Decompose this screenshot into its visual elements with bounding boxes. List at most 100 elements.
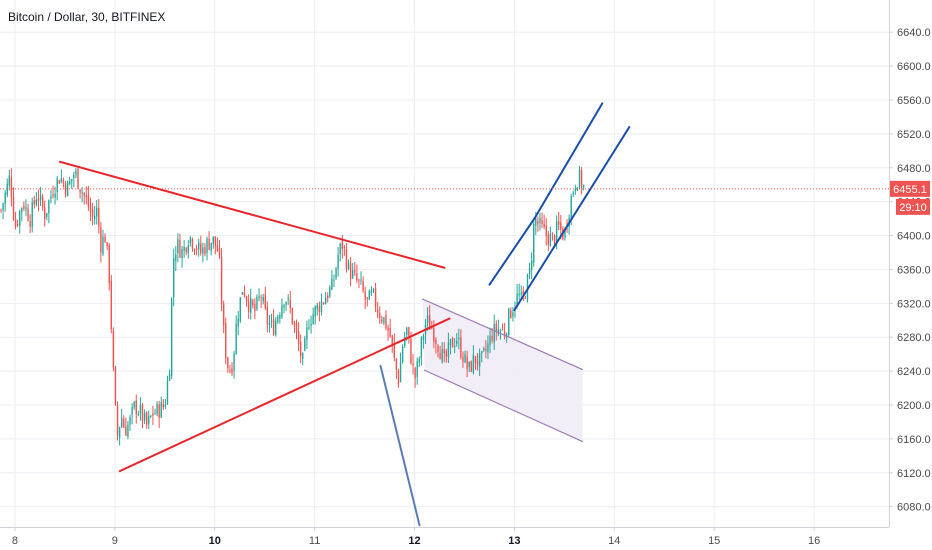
candle-body bbox=[272, 319, 275, 335]
candle-body bbox=[572, 192, 574, 195]
last-price-label: 6455.1 bbox=[893, 184, 927, 196]
candle-body bbox=[314, 306, 316, 317]
candle-body bbox=[245, 296, 248, 302]
candle-body bbox=[472, 354, 475, 373]
candle-body bbox=[54, 193, 56, 198]
triangle-upper-line bbox=[58, 160, 446, 269]
candle-body bbox=[243, 291, 246, 297]
candle-body bbox=[539, 217, 541, 224]
y-tick-label: 6600.0 bbox=[897, 61, 931, 73]
candle-body bbox=[222, 304, 225, 326]
candle-body bbox=[578, 169, 581, 188]
candle-body bbox=[304, 338, 306, 351]
countdown-badge bbox=[896, 198, 930, 215]
candle-body bbox=[71, 179, 73, 182]
candle-body bbox=[412, 363, 414, 366]
candle-body bbox=[418, 358, 420, 363]
candle-body bbox=[108, 245, 110, 284]
candle-body bbox=[85, 195, 88, 198]
candle-body bbox=[399, 362, 402, 383]
candle-body bbox=[385, 314, 387, 329]
candle-body bbox=[287, 298, 289, 300]
candle-body bbox=[372, 289, 375, 291]
candle-body bbox=[445, 351, 448, 357]
candle-body bbox=[558, 221, 560, 225]
candle-body bbox=[56, 178, 58, 192]
candle-body bbox=[362, 280, 364, 292]
candle-body bbox=[387, 327, 389, 331]
candle-body bbox=[491, 336, 493, 341]
candle-body bbox=[229, 370, 231, 372]
y-tick-label: 6360.0 bbox=[897, 264, 931, 276]
candle-body bbox=[420, 337, 423, 359]
candle-body bbox=[137, 414, 140, 416]
candle-body bbox=[335, 268, 337, 279]
candle-body bbox=[547, 234, 549, 245]
candle-body bbox=[23, 206, 25, 209]
candle-body bbox=[560, 222, 562, 230]
grid bbox=[0, 0, 889, 527]
candle-body bbox=[295, 323, 298, 333]
candle-body bbox=[483, 347, 485, 350]
candle-body bbox=[570, 196, 572, 220]
candle-body bbox=[533, 223, 535, 263]
candle-body bbox=[93, 216, 96, 219]
triangle-lower-line bbox=[118, 317, 451, 473]
candle-body bbox=[79, 189, 81, 193]
candle-body bbox=[73, 175, 75, 178]
candle-body bbox=[370, 291, 373, 294]
candle-body bbox=[551, 232, 554, 235]
candle-body bbox=[289, 300, 291, 309]
candle-body bbox=[495, 323, 497, 333]
candle-body bbox=[501, 329, 504, 331]
candle-body bbox=[189, 237, 192, 243]
candle-body bbox=[331, 278, 333, 290]
candle-body bbox=[16, 224, 19, 226]
candle-body bbox=[318, 305, 321, 313]
candle-body bbox=[175, 254, 177, 261]
candle-body bbox=[524, 297, 527, 299]
candle-body bbox=[58, 180, 60, 184]
candle-body bbox=[0, 209, 2, 211]
candle-body bbox=[183, 246, 185, 251]
candle-body bbox=[12, 196, 15, 219]
candle-body bbox=[48, 200, 50, 214]
candle-body bbox=[31, 201, 33, 228]
candle-body bbox=[77, 168, 79, 189]
candle-body bbox=[268, 323, 271, 326]
candle-body bbox=[195, 249, 198, 251]
candle-body bbox=[98, 207, 100, 227]
candle-body bbox=[216, 245, 219, 251]
candle-body bbox=[64, 183, 67, 195]
falling-channel-fill bbox=[422, 299, 583, 442]
candle-body bbox=[341, 241, 343, 249]
candle-body bbox=[33, 200, 35, 204]
candle-body bbox=[208, 238, 210, 250]
x-tick-label: 15 bbox=[708, 535, 720, 547]
candle-body bbox=[29, 221, 31, 227]
candle-body bbox=[485, 349, 487, 351]
candle-body bbox=[333, 280, 335, 282]
candle-body bbox=[241, 292, 244, 295]
candle-body bbox=[102, 236, 104, 255]
candle-body bbox=[408, 327, 410, 338]
candle-body bbox=[347, 262, 350, 269]
candle-body bbox=[297, 331, 300, 344]
rising-channel-lower-line bbox=[513, 126, 631, 312]
candle-body bbox=[68, 180, 71, 185]
candle-body bbox=[148, 416, 150, 424]
candle-body bbox=[422, 336, 425, 340]
candle-body bbox=[274, 320, 277, 335]
candle-body bbox=[351, 270, 354, 278]
candle-body bbox=[466, 356, 468, 369]
candle-body bbox=[256, 296, 258, 310]
candle-body bbox=[458, 338, 460, 340]
y-tick-label: 6240.0 bbox=[897, 366, 931, 378]
candle-body bbox=[464, 354, 466, 363]
candle-body bbox=[460, 336, 462, 358]
candle-body bbox=[170, 298, 173, 377]
candle-body bbox=[508, 308, 510, 336]
candle-body bbox=[576, 187, 579, 191]
x-tick-label: 8 bbox=[12, 535, 18, 547]
